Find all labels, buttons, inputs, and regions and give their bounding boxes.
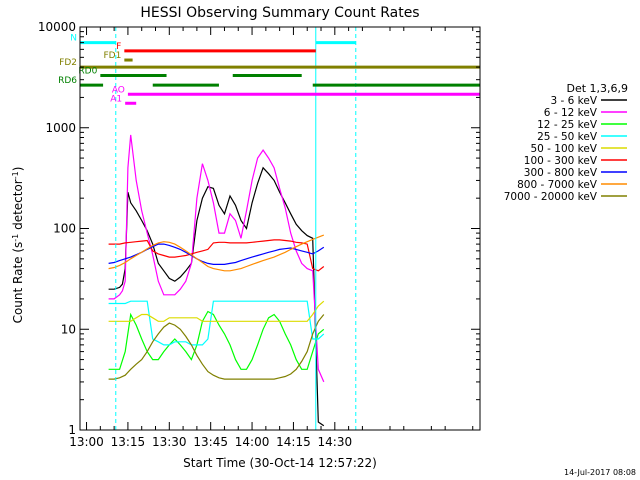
axes: 13:00 13:15 13:30 13:45 14:00 14:15 14:30 1 10 10… [38,20,480,449]
legend-label-7: 300 - 800 keV [524,167,598,179]
svg-text:Count Rate (s-1 detector-1): Count Rate (s-1 detector-1) [11,167,26,324]
chart-title: HESSI Observing Summary Count Rates [140,5,419,21]
x-tick-label-4: 13:45 [193,435,228,449]
series-line-9 [108,314,325,380]
ylabel-start: Count Rate (s [11,242,25,324]
legend-label-8: 800 - 7000 keV [517,179,598,191]
series-line-3 [108,310,325,370]
x-tick-label-7: 14:30 [318,435,353,449]
ylabel-mid: detector [11,179,25,234]
footer-date: 14-Jul-2017 08:08 [564,468,636,477]
plot-frame [79,26,481,431]
y-tick-label-5: 10000 [38,20,76,34]
legend-label-3: 12 - 25 keV [537,119,598,131]
flag-label-n: N [70,34,77,44]
flag-label-a1: A1 [110,94,122,104]
legend-label-2: 6 - 12 keV [544,107,598,119]
ylabel-end: ) [11,167,25,172]
legend-label-6: 100 - 300 keV [524,155,598,167]
y-tick-label-1: 1 [68,423,76,437]
x-tick-label-6: 14:15 [276,435,311,449]
legend-label-4: 25 - 50 keV [537,131,598,143]
x-tick-label-5: 14:00 [235,435,270,449]
series-line-2 [108,134,325,383]
legend-label-9: 7000 - 20000 keV [504,191,598,203]
ylabel-sup-1: -1 [11,234,20,242]
series-line-6 [108,239,325,272]
flag-label-fd2: FD2 [59,58,77,68]
x-tick-label-1: 13:00 [69,435,104,449]
flag-label-rd6: RD6 [58,76,77,86]
legend-label-5: 50 - 100 keV [530,143,597,155]
ylabel-sup-2: -1 [11,171,20,179]
y-tick-label-2: 10 [61,322,76,336]
x-axis-label: Start Time (30-Oct-14 12:57:22) [183,456,377,470]
flag-label-f: F [116,42,121,52]
y-tick-label-3: 100 [53,222,76,236]
flag-label-rd0: RD0 [78,67,97,77]
series-line-8 [108,234,325,272]
flag-label-ao: AO [112,85,125,95]
legend-label-1: 3 - 6 keV [550,95,597,107]
series-line-4 [108,300,325,346]
series-line-1 [108,166,325,427]
x-tick-label-3: 13:30 [152,435,187,449]
x-tick-label-2: 13:15 [111,435,146,449]
y-axis-label: Count Rate (s-1 detector-1) [11,167,26,324]
series-line-7 [108,243,325,265]
flag-label-fd1: FD1 [103,51,121,61]
y-tick-label-4: 1000 [45,121,76,135]
legend-title: Det 1,3,6,9 [566,82,628,95]
series-line-5 [108,300,325,322]
